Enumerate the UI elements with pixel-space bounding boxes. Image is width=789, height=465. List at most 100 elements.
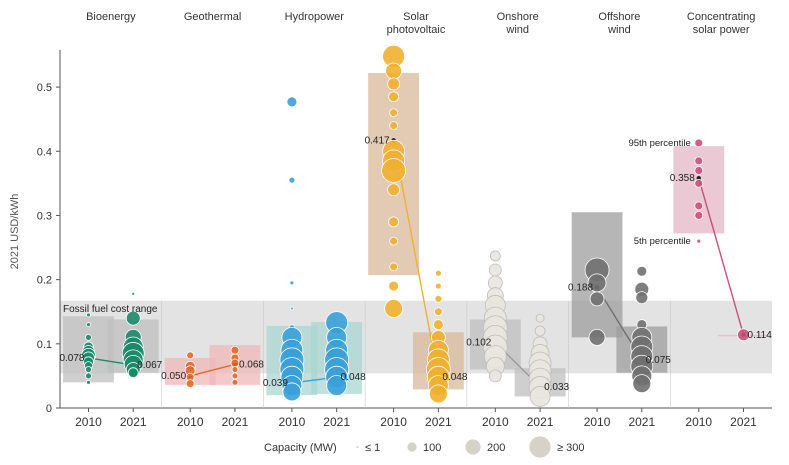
average-label-2010: 0.358 [670, 173, 695, 184]
technology-label: Bioenergy [86, 11, 136, 23]
data-point [434, 294, 443, 303]
data-point [231, 378, 239, 386]
data-point [389, 121, 399, 130]
data-point [588, 328, 606, 346]
legend-swatch [464, 438, 482, 456]
y-tick-label: 0.2 [37, 275, 52, 287]
average-label-2010: 0.050 [161, 371, 186, 382]
data-point [529, 386, 551, 407]
data-point [694, 201, 704, 211]
data-point [694, 211, 704, 220]
data-point [489, 250, 501, 262]
data-point [85, 333, 92, 341]
x-tick-label: 2010 [685, 415, 712, 429]
legend-label: ≥ 300 [557, 442, 584, 454]
x-tick-label: 2010 [482, 415, 509, 429]
y-tick-label: 0.4 [37, 146, 52, 158]
data-point [534, 325, 546, 337]
x-tick-label: 2021 [425, 415, 452, 429]
technology-label: Offshore [598, 11, 640, 23]
legend-label: 100 [423, 442, 441, 454]
data-point [282, 382, 302, 402]
data-point [85, 366, 92, 373]
average-label-2021: 0.067 [137, 360, 162, 371]
data-point [231, 372, 239, 380]
data-point [290, 306, 294, 311]
data-point [87, 256, 90, 259]
average-label-2021: 0.114 [748, 330, 773, 341]
y-axis-title: 2021 USD/kWh [9, 194, 21, 270]
legend: Capacity (MW) ≤ 1 100 200 ≥ 300 [264, 435, 584, 459]
axes-layer [56, 50, 772, 412]
legend-title: Capacity (MW) [264, 442, 337, 454]
average-line [190, 363, 236, 377]
data-point [434, 282, 442, 290]
data-point [388, 91, 400, 103]
data-point [85, 372, 92, 380]
fossil-fuel-label: Fossil fuel cost range [63, 304, 158, 315]
data-point [696, 238, 702, 244]
data-point [737, 328, 750, 342]
average-label-2010: 0.188 [568, 282, 593, 293]
data-point [86, 312, 91, 318]
average-label-2010: 0.078 [59, 353, 84, 364]
data-point [694, 156, 704, 166]
legend-swatch [406, 441, 418, 453]
data-point [632, 374, 652, 394]
data-point [434, 269, 442, 277]
average-label-2021: 0.048 [341, 372, 366, 383]
average-label-2010: 0.417 [365, 135, 390, 146]
data-point [694, 178, 704, 188]
data-point [387, 77, 401, 91]
data-point [335, 251, 338, 253]
technology-label: wind [505, 24, 529, 36]
legend-label: ≤ 1 [365, 442, 380, 454]
y-tick-label: 0.5 [37, 82, 52, 94]
technology-label: Hydropower [285, 11, 345, 23]
y-tick-label: 0.3 [37, 210, 52, 222]
data-point [326, 375, 348, 396]
data-point [433, 307, 443, 317]
y-tick-label: 0.1 [37, 339, 52, 351]
data-point [694, 138, 704, 148]
data-point [185, 379, 195, 389]
x-tick-label: 2021 [323, 415, 350, 429]
labels-layer: Fossil fuel cost range 0 0.1 0.2 0.3 0.4 0.5 20… [9, 11, 772, 429]
technology-label: Concentrating [687, 11, 756, 23]
technology-label: solar power [693, 24, 750, 36]
data-point [127, 367, 139, 379]
data-point [288, 176, 296, 184]
data-point [231, 366, 239, 373]
data-point [389, 236, 399, 246]
data-point [87, 219, 90, 221]
data-point [389, 108, 399, 118]
data-point [428, 384, 448, 404]
data-point [488, 369, 502, 383]
data-point [589, 291, 605, 307]
data-point [381, 158, 407, 183]
points-layer [81, 44, 750, 407]
data-point [186, 351, 195, 360]
data-point [635, 291, 649, 305]
data-point [289, 280, 295, 286]
x-tick-label: 2010 [75, 415, 102, 429]
data-point [694, 166, 704, 175]
legend-swatch [528, 435, 552, 459]
data-point [335, 285, 338, 287]
x-tick-label: 2021 [120, 415, 147, 429]
data-point [230, 358, 240, 368]
x-tick-label: 2010 [584, 415, 611, 429]
data-point [291, 222, 293, 225]
average-label-2010: 0.039 [263, 378, 288, 389]
p95-label: 95th percentile [628, 138, 690, 149]
data-point [384, 299, 404, 318]
data-point [387, 183, 401, 197]
x-tick-label: 2010 [380, 415, 407, 429]
data-point [86, 322, 91, 327]
average-label-2021: 0.068 [239, 359, 264, 370]
data-point [432, 319, 444, 330]
average-label-2021: 0.033 [544, 382, 569, 393]
x-tick-label: 2021 [730, 415, 757, 429]
technology-label: Onshore [497, 11, 539, 23]
